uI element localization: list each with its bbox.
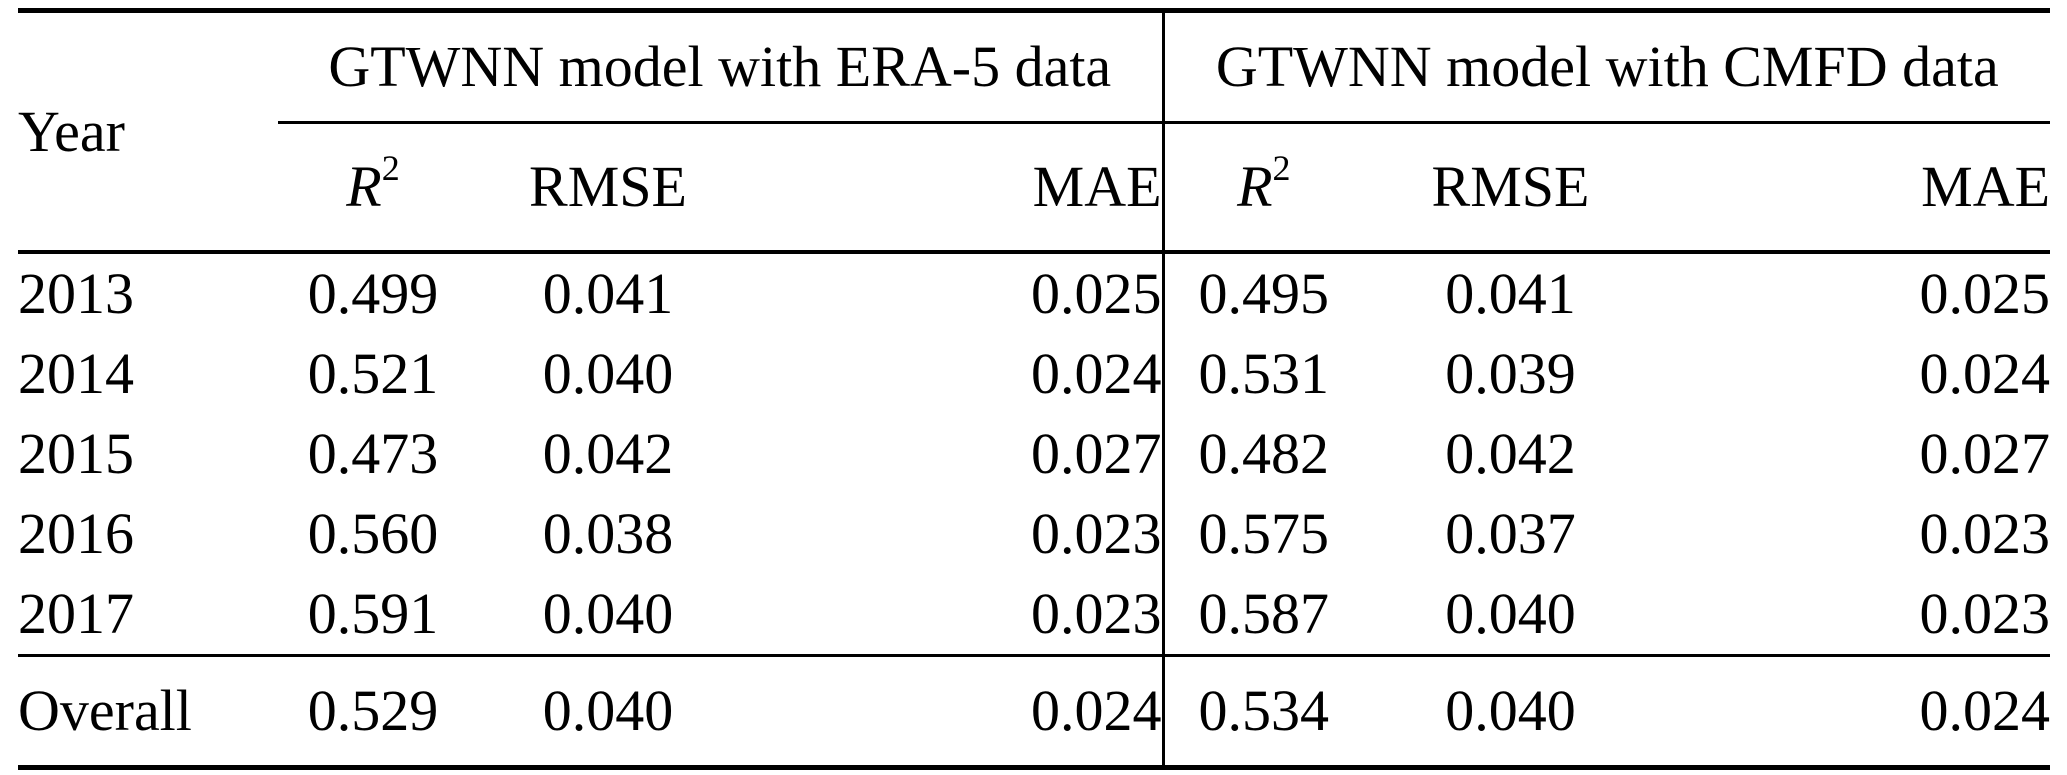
cmfd-mae-cell: 0.024 xyxy=(1919,341,2051,406)
r2-column-header-cmfd: R2 xyxy=(1161,122,1364,254)
cmfd-rmse-cell: 0.041 xyxy=(1445,261,1576,326)
group-header-cmfd: GTWNN model with CMFD data xyxy=(1161,10,2051,124)
era5-r2-cell: 0.521 xyxy=(307,341,439,406)
era5-mae-cell: 0.023 xyxy=(1031,501,1162,566)
year-column-header: Year xyxy=(18,10,278,254)
cmfd-mae-cell: 0.023 xyxy=(1919,581,2051,646)
rmse-column-header-era5: RMSE xyxy=(468,122,748,254)
era5-rmse-cell: 0.041 xyxy=(542,261,674,326)
cmfd-r2-cell: 0.587 xyxy=(1161,574,1364,656)
era5-r2-cell: 0.591 xyxy=(307,581,439,646)
year-cell: 2016 xyxy=(18,501,134,566)
year-cell: 2013 xyxy=(18,261,134,326)
cmfd-mae-cell: 0.024 xyxy=(1658,654,2051,768)
cmfd-r2-cell: 0.534 xyxy=(1161,654,1364,768)
cmfd-rmse-cell: 0.040 xyxy=(1363,654,1659,768)
table-row: 2013 0.499 0.041 0.025 0.495 0.041 0.025 xyxy=(18,252,2050,334)
r2-symbol: R xyxy=(1237,154,1273,219)
era5-r2-cell: 0.499 xyxy=(307,261,439,326)
era5-rmse-cell: 0.040 xyxy=(542,581,674,646)
table-row: 2014 0.521 0.040 0.024 0.531 0.039 0.024 xyxy=(18,334,2050,414)
cmfd-rmse-cell: 0.042 xyxy=(1445,421,1576,486)
metric-header-row: R2 RMSE MAE R2 RMSE MAE xyxy=(18,122,2051,254)
era5-r2-cell: 0.529 xyxy=(278,654,468,768)
cmfd-r2-cell: 0.482 xyxy=(1161,414,1364,494)
era5-mae-cell: 0.024 xyxy=(748,654,1164,768)
era5-rmse-cell: 0.040 xyxy=(542,341,674,406)
era5-rmse-cell: 0.038 xyxy=(542,501,674,566)
mae-column-header-era5: MAE xyxy=(748,122,1164,254)
era5-mae-cell: 0.027 xyxy=(1031,421,1162,486)
era5-r2-cell: 0.560 xyxy=(307,501,439,566)
cmfd-mae-cell: 0.023 xyxy=(1919,501,2051,566)
era5-r2-cell: 0.473 xyxy=(307,421,439,486)
cmfd-rmse-cell: 0.040 xyxy=(1445,581,1576,646)
cmfd-mae-cell: 0.025 xyxy=(1919,261,2051,326)
cmfd-rmse-cell: 0.039 xyxy=(1445,341,1576,406)
overall-row: Overall 0.529 0.040 0.024 0.534 0.040 0.… xyxy=(18,654,2051,768)
cmfd-rmse-cell: 0.037 xyxy=(1445,501,1576,566)
era5-rmse-cell: 0.040 xyxy=(468,654,748,768)
era5-mae-cell: 0.025 xyxy=(1031,261,1162,326)
group-header-era5: GTWNN model with ERA-5 data xyxy=(278,10,1164,124)
table-row: 2015 0.473 0.042 0.027 0.482 0.042 0.027 xyxy=(18,414,2050,494)
r2-superscript: 2 xyxy=(1272,148,1291,188)
era5-mae-cell: 0.023 xyxy=(1031,581,1162,646)
rmse-column-header-cmfd: RMSE xyxy=(1363,122,1659,254)
era5-rmse-cell: 0.042 xyxy=(542,421,674,486)
year-cell: 2015 xyxy=(18,421,134,486)
r2-column-header-era5: R2 xyxy=(278,122,468,254)
cmfd-r2-cell: 0.495 xyxy=(1161,252,1364,334)
table-row: 2017 0.591 0.040 0.023 0.587 0.040 0.023 xyxy=(18,574,2050,656)
r2-symbol: R xyxy=(346,154,382,219)
table-row: 2016 0.560 0.038 0.023 0.575 0.037 0.023 xyxy=(18,494,2050,574)
group-header-row: Year GTWNN model with ERA-5 data GTWNN m… xyxy=(18,10,2051,254)
mae-column-header-cmfd: MAE xyxy=(1658,122,2051,254)
year-cell: 2017 xyxy=(18,581,134,646)
era5-mae-cell: 0.024 xyxy=(1031,341,1162,406)
overall-label-cell: Overall xyxy=(18,654,278,768)
cmfd-r2-cell: 0.575 xyxy=(1161,494,1364,574)
year-cell: 2014 xyxy=(18,341,134,406)
cmfd-r2-cell: 0.531 xyxy=(1161,334,1364,414)
cmfd-mae-cell: 0.027 xyxy=(1919,421,2051,486)
model-metrics-table: Year GTWNN model with ERA-5 data GTWNN m… xyxy=(18,8,2051,770)
r2-superscript: 2 xyxy=(381,148,400,188)
